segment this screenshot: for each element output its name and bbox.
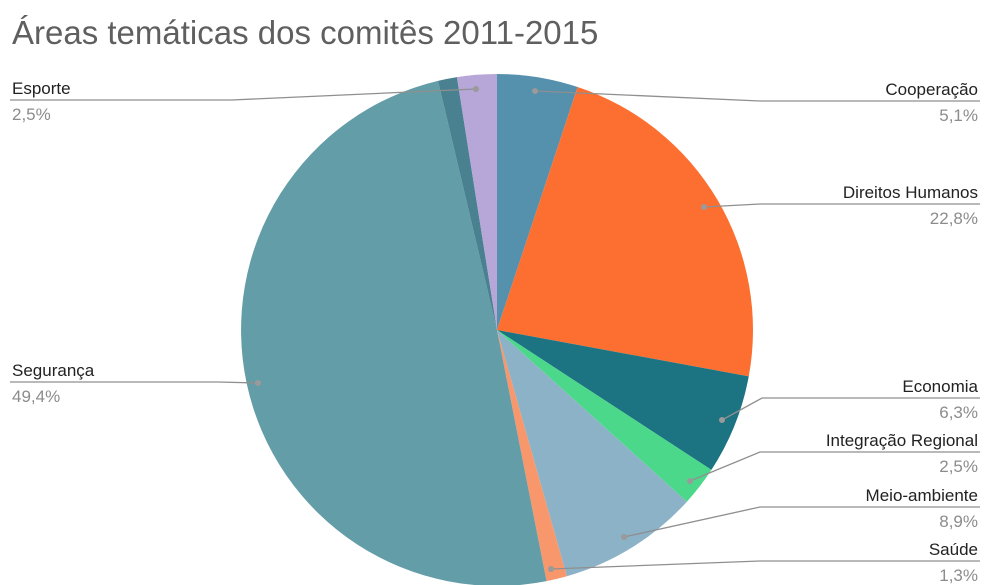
leader-dot-sa-de — [548, 566, 554, 572]
leader-dot-coopera-o — [532, 88, 538, 94]
slice-label-coopera-o: Cooperação — [885, 80, 978, 99]
pie-slice-coopera-o — [497, 74, 578, 330]
slice-value-esporte: 2,5% — [12, 105, 51, 124]
leader-dot-meio-ambiente — [621, 534, 627, 540]
slice-label-seguran-a: Segurança — [12, 361, 95, 380]
slice-labels: Cooperação 5,1% Direitos Humanos 22,8% Econo… — [10, 79, 980, 585]
slice-value-meio-ambiente: 8,9% — [939, 512, 978, 531]
leader-line-coopera-o — [534, 90, 980, 102]
leader-line-meio-ambiente — [623, 506, 980, 538]
slice-label-integra-o-regional: Integração Regional — [826, 431, 978, 450]
pie-slices — [241, 74, 753, 585]
slice-label-direitos-humanos: Direitos Humanos — [843, 183, 978, 202]
slice-label-economia: Economia — [902, 377, 978, 396]
leader-dot-esporte — [473, 86, 479, 92]
leader-dot-integra-o-regional — [687, 478, 693, 484]
slice-value-seguran-a: 49,4% — [12, 387, 60, 406]
slice-value-coopera-o: 5,1% — [939, 106, 978, 125]
leader-dot-direitos-humanos — [701, 204, 707, 210]
leader-dot-economia — [719, 417, 725, 423]
leader-line-integra-o-regional — [689, 451, 980, 482]
leader-dot-seguran-a — [255, 380, 261, 386]
leader-line-economia — [721, 397, 980, 421]
pie-slice-unlabeled — [438, 77, 497, 331]
leader-line-seguran-a — [10, 381, 259, 384]
pie-slice-sa-de — [497, 330, 567, 582]
slice-label-esporte: Esporte — [12, 79, 71, 98]
slice-value-direitos-humanos: 22,8% — [930, 209, 978, 228]
slice-value-economia: 6,3% — [939, 403, 978, 422]
slice-label-sa-de: Saúde — [929, 540, 978, 559]
slice-label-meio-ambiente: Meio-ambiente — [866, 486, 978, 505]
pie-slice-esporte — [456, 74, 497, 330]
slice-value-integra-o-regional: 2,5% — [939, 457, 978, 476]
pie-slice-meio-ambiente — [497, 330, 687, 577]
pie-slice-economia — [497, 330, 749, 470]
slice-value-sa-de: 1,3% — [939, 566, 978, 585]
leader-line-direitos-humanos — [703, 203, 980, 208]
leader-line-sa-de — [550, 560, 980, 570]
pie-slice-direitos-humanos — [497, 87, 753, 377]
pie-slice-seguran-a — [241, 80, 547, 585]
chart-title: Áreas temáticas dos comitês 2011-2015 — [12, 14, 599, 51]
pie-slice-integra-o-regional — [497, 330, 712, 502]
leader-line-esporte — [10, 88, 477, 101]
